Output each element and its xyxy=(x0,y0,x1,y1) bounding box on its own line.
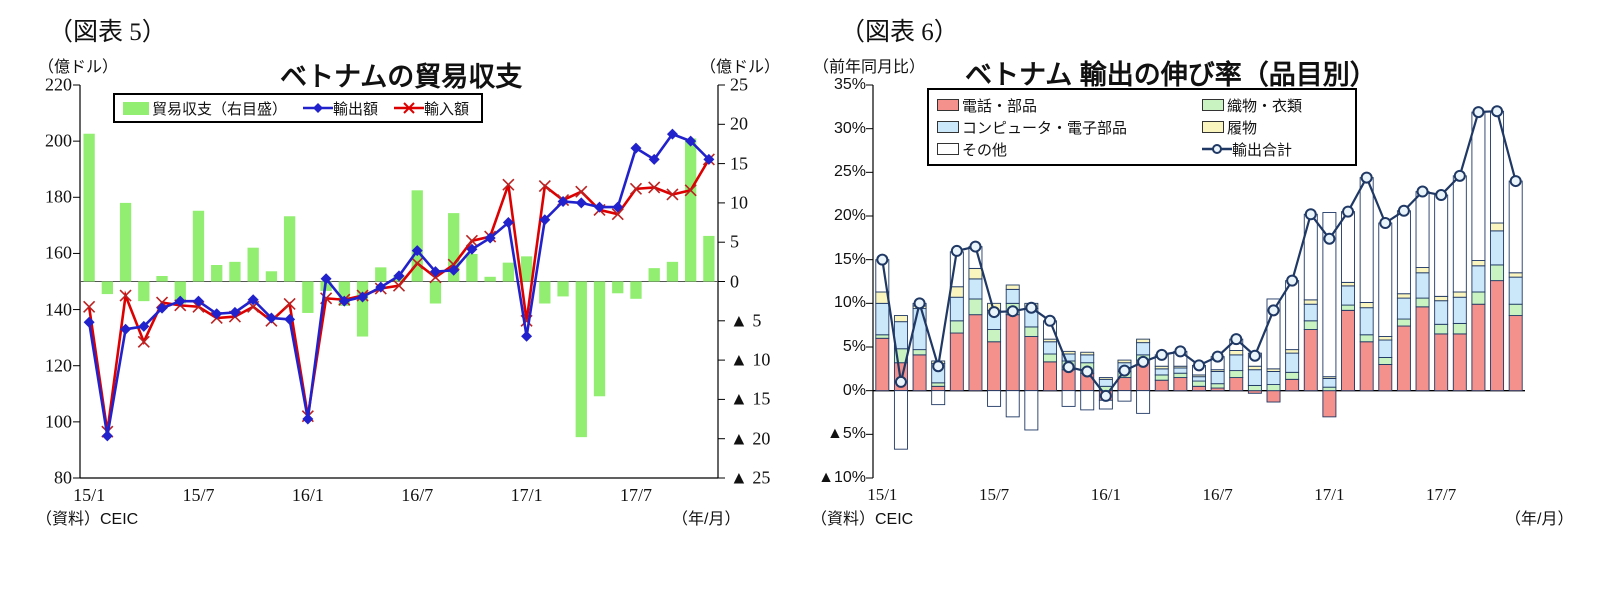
chart2-y-tick: 35% xyxy=(833,76,866,93)
legend-marker-total-exports-icon xyxy=(1202,144,1232,154)
legend-item-others: その他 xyxy=(937,139,1202,160)
chart2-x-tick: 15/7 xyxy=(978,485,1010,504)
legend-item-total-exports: 輸出合計 xyxy=(1202,139,1367,160)
legend-swatch-trade-balance xyxy=(123,101,149,115)
legend-label-exports: 輸出額 xyxy=(333,100,379,118)
chart2-y-tick: 25% xyxy=(833,163,866,181)
legend-label-others: その他 xyxy=(962,141,1008,159)
legend-item-trade-balance: 貿易収支（右目盛） xyxy=(123,98,287,119)
chart2-y-tick: 15% xyxy=(833,250,866,268)
chart2-x-tick: 16/1 xyxy=(1090,485,1121,504)
legend-item-textiles: 織物・衣類 xyxy=(1202,95,1367,116)
chart1-x-tick: 17/1 xyxy=(510,485,543,505)
chart2-x-tick: 17/1 xyxy=(1314,485,1345,504)
chart1-x-tick: 15/7 xyxy=(182,485,215,505)
legend-label-total-exports: 輸出合計 xyxy=(1232,141,1293,159)
legend-item-computers: コンピュータ・電子部品 xyxy=(937,117,1202,138)
chart-title-2: ベトナム 輸出の伸び率（品目別） xyxy=(965,60,1377,90)
chart2-y-tick: 5% xyxy=(842,338,866,355)
chart1-y2-tick: 20 xyxy=(730,113,748,134)
legend-marker-exports-icon xyxy=(303,103,334,113)
trade-balance-plot xyxy=(73,84,725,479)
legend-label-computers: コンピュータ・電子部品 xyxy=(962,119,1128,137)
chart1-y-tick: 80 xyxy=(54,467,72,488)
chart2-y-tick: 10% xyxy=(833,294,866,312)
chart2-y-tick: 30% xyxy=(833,119,866,137)
chart-panel-export-growth: （図表 6） （前年同月比） ベトナム 輸出の伸び率（品目別） 電話・部品 織物… xyxy=(805,0,1610,592)
legend-swatch-others xyxy=(937,143,959,155)
export-growth-plot xyxy=(866,84,1525,479)
chart1-y-tick: 200 xyxy=(45,130,72,151)
legend-item-footwear: 履物 xyxy=(1202,117,1367,138)
chart1-y2-tick: ▲ 25 xyxy=(730,467,771,488)
source-label-2: （資料）CEIC xyxy=(811,511,914,528)
legend-swatch-footwear xyxy=(1202,121,1224,133)
chart1-y-tick: 220 xyxy=(45,74,72,95)
legend-swatch-textiles xyxy=(1202,99,1224,111)
chart1-y2-tick: 15 xyxy=(730,153,748,174)
x-unit-label-1: （年/月） xyxy=(672,511,741,528)
chart1-y-tick: 140 xyxy=(45,299,72,320)
legend-item-exports: 輸出額 xyxy=(303,98,378,119)
chart2-y-tick: ▲5% xyxy=(827,425,866,443)
chart1-y2-tick: ▲ 15 xyxy=(730,388,771,409)
chart1-y2-tick: ▲ 10 xyxy=(730,349,771,370)
figure-label-5: （図表 5） xyxy=(48,19,167,46)
legend-swatch-phones xyxy=(937,99,959,111)
chart1-x-tick: 16/7 xyxy=(401,485,434,505)
chart1-x-tick: 16/1 xyxy=(291,485,324,505)
chart1-y2-tick: 5 xyxy=(730,231,739,252)
chart1-y-tick: 180 xyxy=(45,186,72,207)
chart-title-1: ベトナムの貿易収支 xyxy=(280,62,523,92)
x-unit-label-2: （年/月） xyxy=(1505,511,1574,528)
chart1-legend: 貿易収支（右目盛） 輸出額 輸入額 xyxy=(113,93,483,123)
chart1-x-tick: 17/7 xyxy=(619,485,652,505)
right-axis-unit-label-1: （億ドル） xyxy=(700,59,781,76)
source-label-1: （資料）CEIC xyxy=(36,511,139,528)
chart1-y2-tick: 0 xyxy=(730,271,739,291)
chart2-y-tick: 20% xyxy=(833,207,866,224)
left-axis-unit-label-2: （前年同月比） xyxy=(813,59,926,76)
legend-item-imports: 輸入額 xyxy=(394,98,469,119)
legend-label-footwear: 履物 xyxy=(1227,119,1258,137)
chart1-y-tick: 100 xyxy=(45,411,72,432)
chart1-y-tick: 120 xyxy=(45,355,72,376)
chart2-y-tick: ▲10% xyxy=(818,469,866,486)
legend-label-imports: 輸入額 xyxy=(424,100,470,118)
chart2-x-tick: 17/7 xyxy=(1426,485,1457,504)
legend-label-trade-balance: 貿易収支（右目盛） xyxy=(152,100,288,118)
figure-label-6: （図表 6） xyxy=(840,19,959,46)
chart-panel-trade-balance: （図表 5） （億ドル） （億ドル） ベトナムの貿易収支 貿易収支（右目盛） 輸… xyxy=(0,0,800,592)
chart1-x-tick: 15/1 xyxy=(73,485,106,505)
chart2-x-tick: 15/1 xyxy=(867,485,898,504)
chart1-y2-tick: 25 xyxy=(730,74,748,95)
left-axis-unit-label-1: （億ドル） xyxy=(38,59,119,76)
chart1-y2-tick: 10 xyxy=(730,192,748,213)
legend-label-phones: 電話・部品 xyxy=(962,97,1038,115)
legend-marker-imports-icon xyxy=(394,102,425,114)
legend-swatch-computers xyxy=(937,121,959,133)
chart1-y2-tick: ▲ 20 xyxy=(730,428,771,449)
chart2-x-tick: 16/7 xyxy=(1202,485,1233,504)
chart1-y2-tick: ▲ 5 xyxy=(730,310,762,331)
chart2-y-tick: 0% xyxy=(842,381,866,399)
chart1-y-tick: 160 xyxy=(45,242,72,263)
legend-label-textiles: 織物・衣類 xyxy=(1227,97,1303,115)
legend-item-phones: 電話・部品 xyxy=(937,95,1202,116)
chart2-legend: 電話・部品 織物・衣類 コンピュータ・電子部品 履物 その他 xyxy=(927,88,1357,166)
